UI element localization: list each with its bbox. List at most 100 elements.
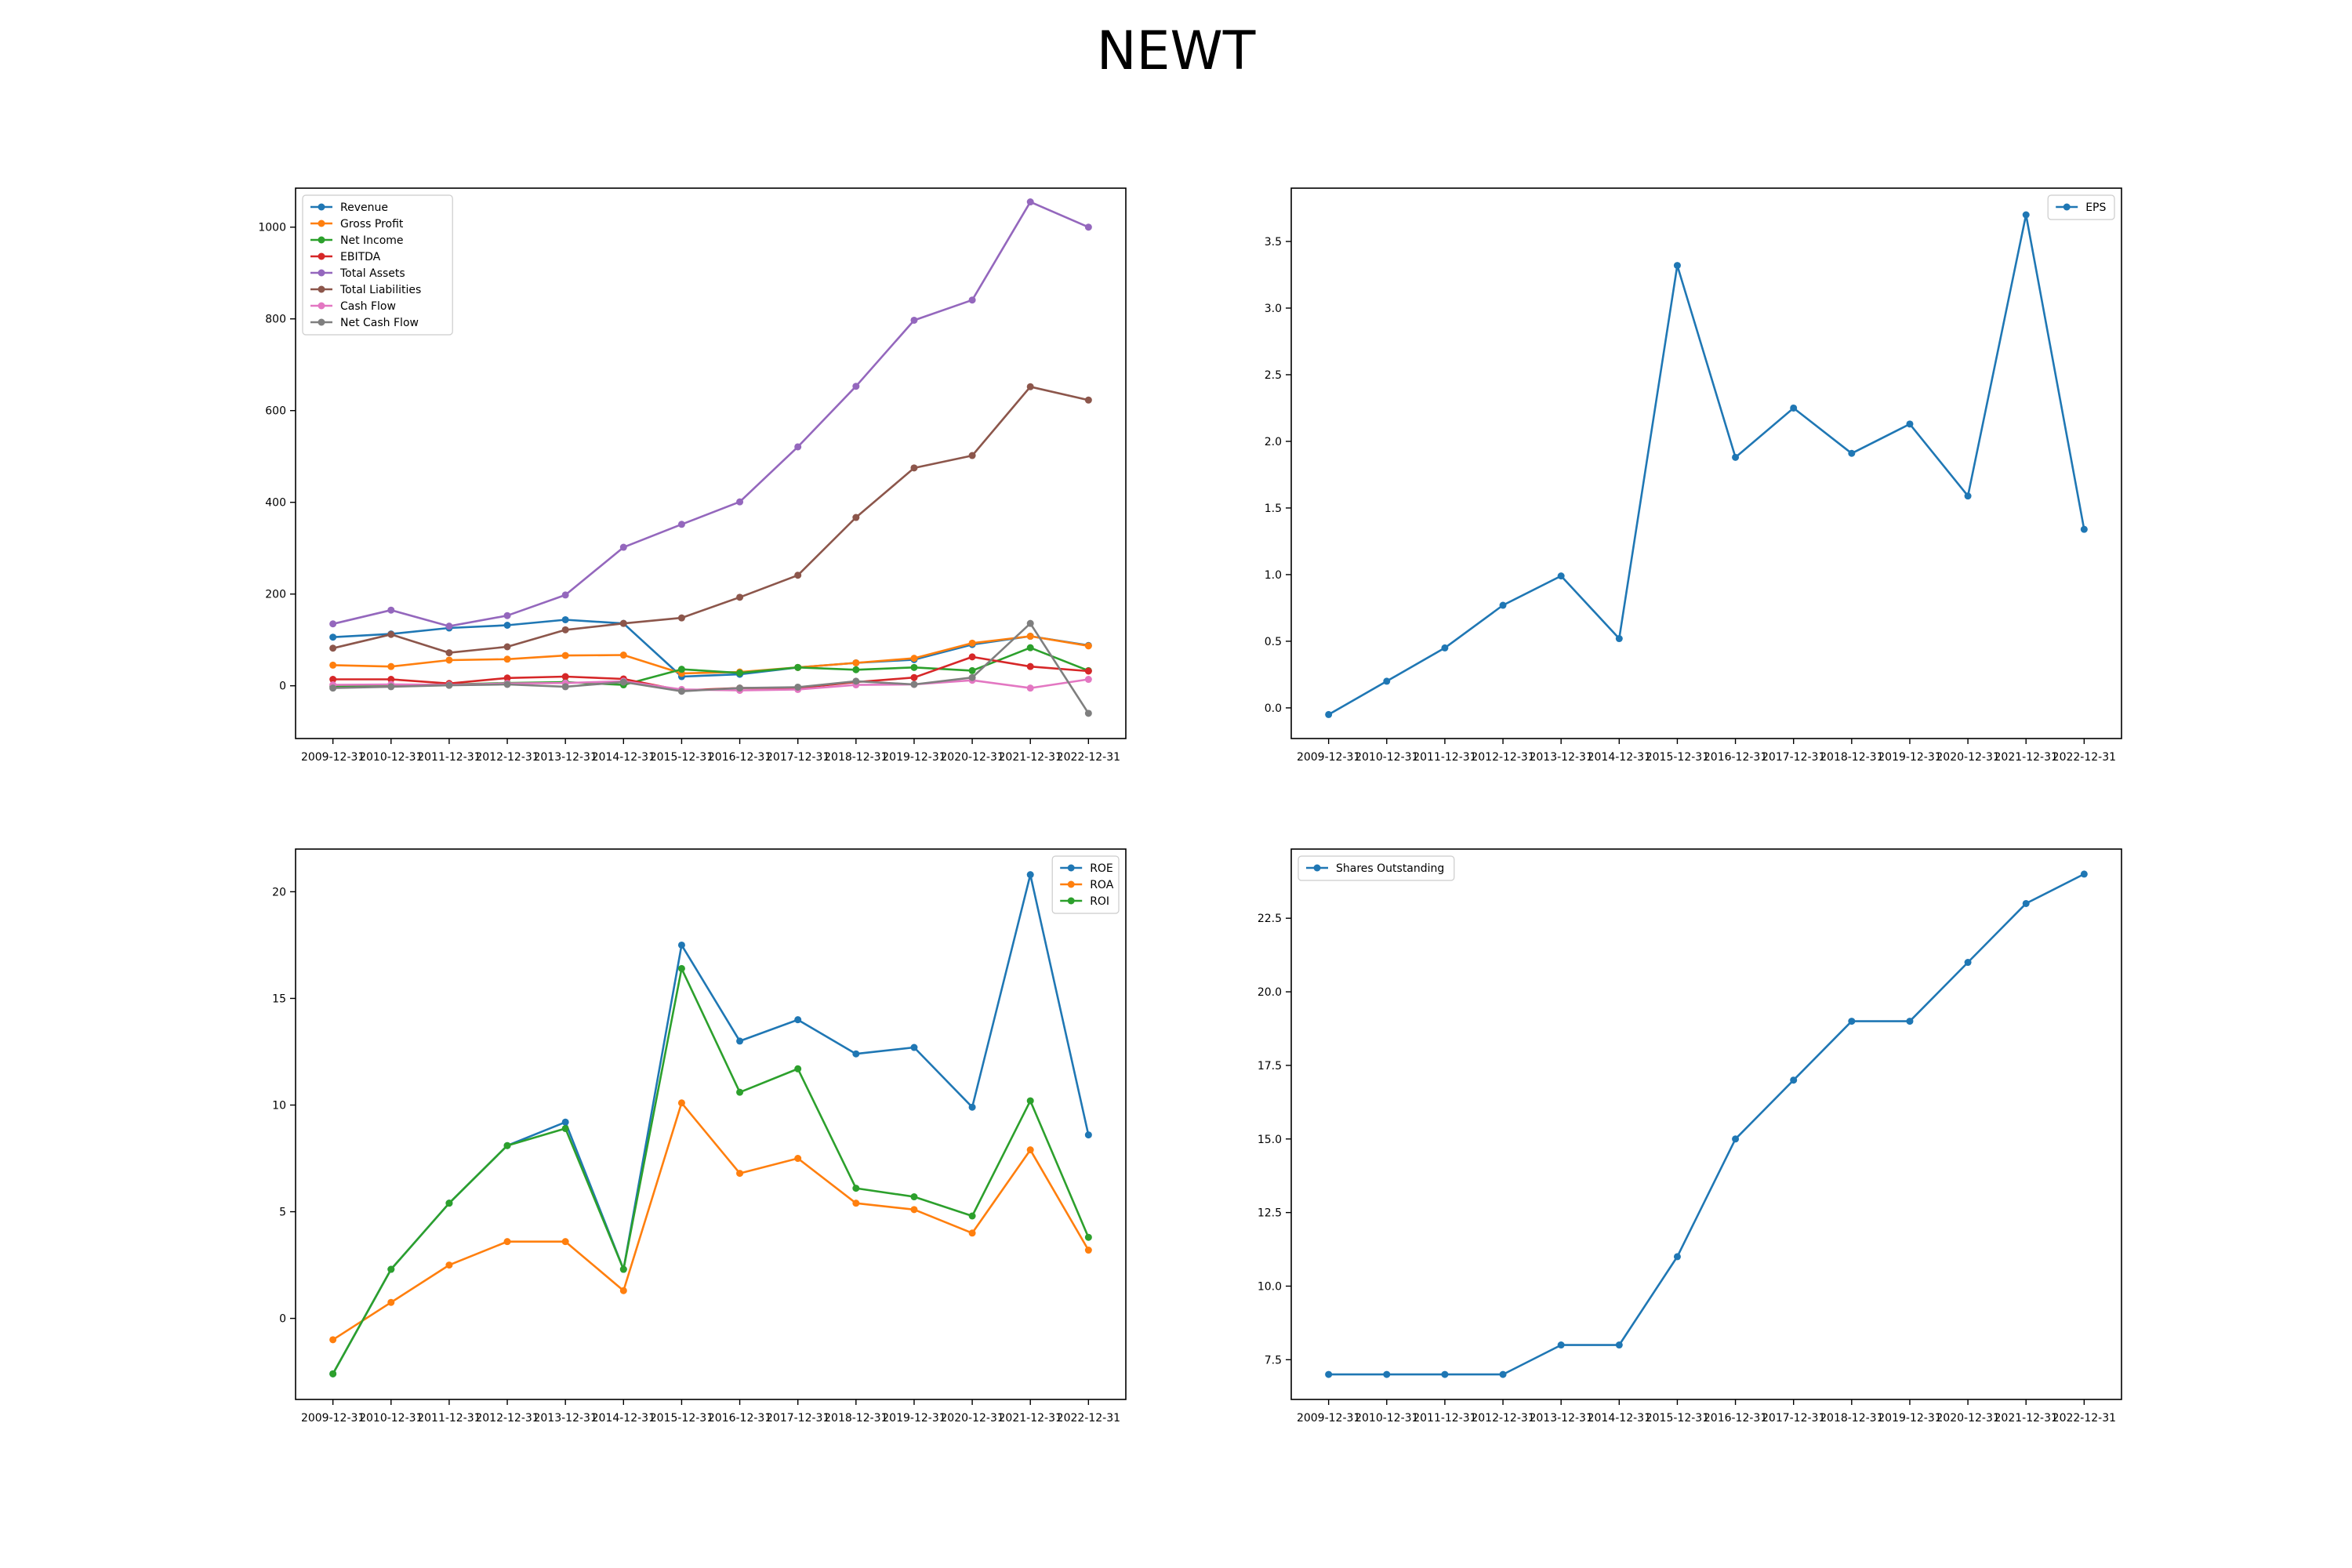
data-point	[677, 964, 685, 972]
data-point	[852, 383, 860, 390]
data-point	[677, 614, 685, 622]
data-point	[561, 615, 569, 623]
data-point	[1026, 383, 1034, 390]
data-point	[1026, 1097, 1034, 1105]
data-point	[503, 612, 511, 619]
data-point	[852, 666, 860, 673]
data-point	[503, 655, 511, 663]
data-point	[561, 683, 569, 691]
plot-frame	[295, 848, 1127, 1400]
chart-2: 2009-12-312010-12-312011-12-312012-12-31…	[1265, 187, 2122, 764]
x-tick-label: 2010-12-31	[359, 1412, 423, 1425]
data-point	[852, 1050, 860, 1058]
x-tick-label: 2021-12-31	[1994, 751, 2058, 764]
x-tick-label: 2022-12-31	[1057, 751, 1120, 764]
data-point	[677, 666, 685, 673]
data-point	[910, 1193, 918, 1201]
x-tick-label: 2015-12-31	[650, 1412, 713, 1425]
x-tick-label: 2020-12-31	[1936, 751, 1999, 764]
data-point	[1441, 1370, 1449, 1378]
data-point	[387, 683, 395, 691]
data-point	[1084, 1247, 1092, 1254]
y-tick-label: 15	[272, 993, 286, 1005]
data-point	[1499, 1370, 1507, 1378]
legend-label: Gross Profit	[340, 218, 404, 230]
data-point	[445, 649, 453, 657]
y-tick-label: 5	[279, 1207, 286, 1219]
data-point	[619, 652, 627, 659]
data-point	[561, 673, 569, 681]
data-point	[1732, 453, 1740, 461]
x-tick-label: 2017-12-31	[766, 1412, 829, 1425]
legend-marker	[1067, 897, 1075, 905]
x-tick-label: 2015-12-31	[1646, 751, 1709, 764]
data-point	[619, 543, 627, 551]
data-point	[2022, 899, 2030, 907]
legend: ROE ROA ROI	[1051, 855, 1120, 914]
legend-label: Shares Outstanding	[1336, 862, 1444, 875]
data-point	[677, 688, 685, 695]
data-point	[1557, 1341, 1565, 1349]
data-point	[852, 514, 860, 521]
data-point	[968, 296, 976, 304]
y-tick-label: 0.5	[1265, 636, 1282, 648]
y-tick-label: 2.5	[1265, 369, 1282, 382]
data-point	[1906, 1018, 1914, 1025]
legend-marker	[318, 236, 325, 244]
data-point	[1848, 449, 1856, 457]
data-point	[387, 630, 395, 638]
data-point	[1026, 644, 1034, 652]
x-tick-label: 2018-12-31	[824, 751, 887, 764]
y-tick-label: 7.5	[1265, 1354, 1282, 1367]
legend-label: ROI	[1090, 895, 1109, 908]
data-point	[910, 663, 918, 671]
data-point	[619, 1287, 627, 1294]
y-tick-label: 400	[265, 497, 286, 510]
data-point	[968, 1103, 976, 1111]
legend-box	[1298, 855, 1455, 881]
x-tick-label: 2012-12-31	[475, 751, 539, 764]
x-tick-label: 2014-12-31	[1588, 751, 1651, 764]
data-point	[1615, 1341, 1623, 1349]
y-tick-label: 12.5	[1258, 1207, 1282, 1220]
legend-marker	[1067, 864, 1075, 872]
x-tick-label: 2011-12-31	[417, 751, 481, 764]
data-point	[794, 1016, 802, 1024]
data-point	[1790, 404, 1798, 412]
data-point	[561, 1124, 569, 1132]
data-point	[1964, 959, 1972, 967]
data-point	[1026, 619, 1034, 627]
data-point	[910, 1206, 918, 1214]
legend-marker	[318, 302, 325, 310]
data-point	[852, 1200, 860, 1207]
data-point	[852, 659, 860, 666]
data-point	[503, 1238, 511, 1246]
data-point	[968, 639, 976, 647]
data-point	[968, 666, 976, 674]
y-tick-label: 20.0	[1258, 986, 1282, 999]
y-tick-label: 15.0	[1258, 1134, 1282, 1146]
y-tick-label: 1.0	[1265, 569, 1282, 582]
data-point	[561, 626, 569, 633]
x-tick-label: 2016-12-31	[708, 751, 771, 764]
data-point	[736, 669, 744, 677]
data-point	[329, 661, 337, 669]
x-tick-label: 2011-12-31	[1413, 751, 1476, 764]
x-tick-label: 2012-12-31	[1471, 1412, 1534, 1425]
data-point	[1026, 198, 1034, 206]
series-line	[332, 967, 1090, 1374]
y-tick-label: 800	[265, 314, 286, 326]
data-point	[1084, 667, 1092, 675]
data-point	[794, 443, 802, 451]
x-tick-label: 2009-12-31	[301, 751, 365, 764]
x-tick-label: 2018-12-31	[1820, 1412, 1883, 1425]
x-tick-label: 2013-12-31	[533, 1412, 597, 1425]
x-tick-label: 2012-12-31	[1471, 751, 1534, 764]
x-tick-label: 2019-12-31	[882, 751, 946, 764]
data-point	[1906, 420, 1914, 428]
x-tick-label: 2015-12-31	[650, 751, 713, 764]
data-point	[387, 1265, 395, 1273]
x-tick-label: 2017-12-31	[1762, 751, 1825, 764]
data-point	[968, 1212, 976, 1220]
